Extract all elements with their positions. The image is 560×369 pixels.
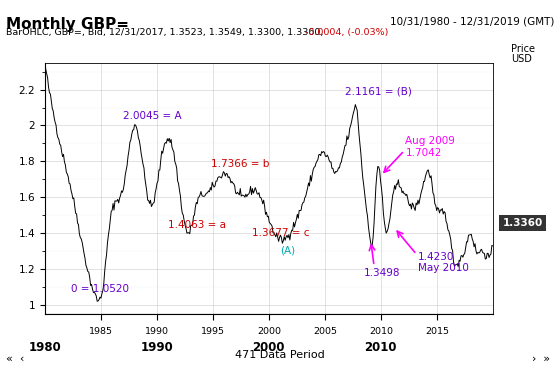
- Text: 10/31/1980 - 12/31/2019 (GMT): 10/31/1980 - 12/31/2019 (GMT): [390, 17, 554, 27]
- Text: 1.7366 = b: 1.7366 = b: [211, 159, 269, 169]
- Text: 1985: 1985: [89, 327, 113, 335]
- Text: USD: USD: [511, 54, 532, 63]
- Text: 1.3360: 1.3360: [502, 218, 543, 228]
- Text: «  ‹: « ‹: [6, 354, 24, 364]
- Text: 1990: 1990: [145, 327, 169, 335]
- Text: 2010: 2010: [369, 327, 393, 335]
- Text: 2.1161 = (B): 2.1161 = (B): [345, 86, 412, 96]
- Text: 2010: 2010: [365, 341, 397, 354]
- Text: 471 Data Period: 471 Data Period: [235, 350, 325, 360]
- Text: 1980: 1980: [29, 341, 61, 354]
- Text: 0 = 1.0520: 0 = 1.0520: [71, 283, 129, 294]
- Text: Aug 2009
1.7042: Aug 2009 1.7042: [405, 136, 455, 158]
- Text: Price: Price: [511, 44, 535, 54]
- Text: 1.4063 = a: 1.4063 = a: [168, 220, 226, 230]
- Text: 1.3677 = c: 1.3677 = c: [252, 228, 310, 238]
- Text: (A): (A): [280, 245, 295, 255]
- Text: 1.3498: 1.3498: [364, 268, 400, 278]
- Text: 2.0045 = A: 2.0045 = A: [123, 111, 182, 121]
- Text: -0.0004, (-0.03%): -0.0004, (-0.03%): [305, 28, 389, 37]
- Text: ›  »: › »: [532, 354, 550, 364]
- Text: 1995: 1995: [201, 327, 225, 335]
- Text: 1.4230
May 2010: 1.4230 May 2010: [418, 252, 469, 273]
- Text: BarOHLC, GBP=, Bid, 12/31/2017, 1.3523, 1.3549, 1.3300, 1.3360,: BarOHLC, GBP=, Bid, 12/31/2017, 1.3523, …: [6, 28, 323, 37]
- Text: Monthly GBP=: Monthly GBP=: [6, 17, 129, 32]
- Text: 1990: 1990: [141, 341, 173, 354]
- Text: 2000: 2000: [257, 327, 281, 335]
- Text: 2015: 2015: [425, 327, 449, 335]
- Text: 2005: 2005: [313, 327, 337, 335]
- Text: 2000: 2000: [253, 341, 285, 354]
